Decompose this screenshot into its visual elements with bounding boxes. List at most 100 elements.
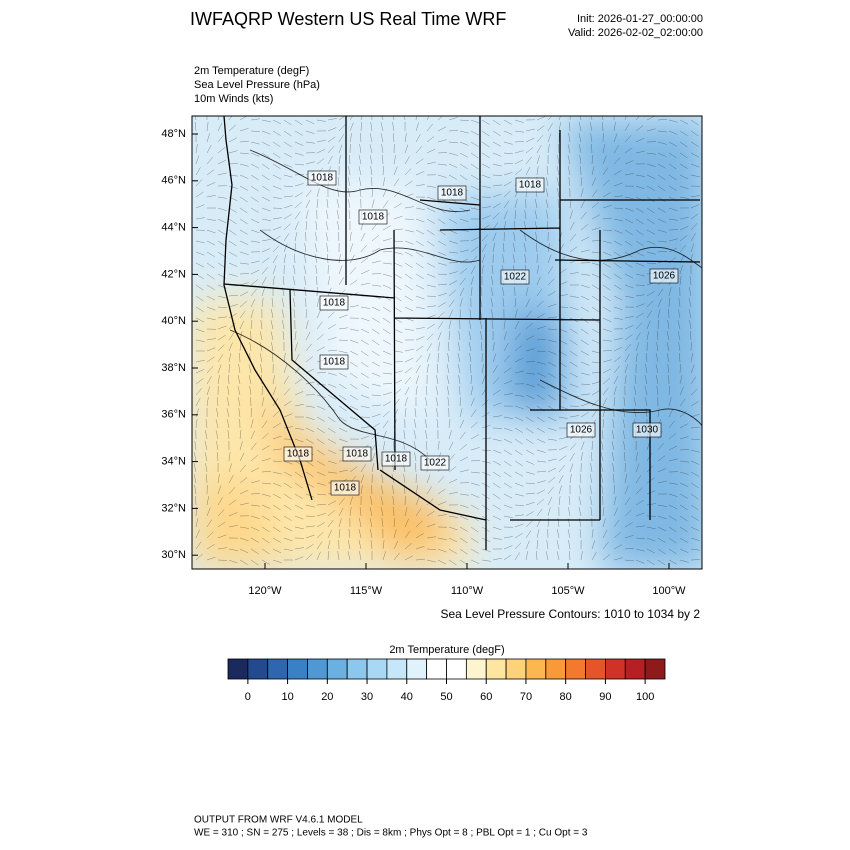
wind-barb <box>206 122 209 132</box>
wind-barb <box>624 284 634 289</box>
wind-barb <box>371 413 381 418</box>
wind-barb <box>602 167 609 176</box>
wind-barb <box>415 485 419 495</box>
wind-barb <box>490 287 494 297</box>
colorbar-tick-label: 20 <box>321 691 333 703</box>
wind-barb <box>304 287 307 297</box>
wind-barb <box>646 163 656 167</box>
wind-barb <box>349 372 358 379</box>
wind-barb <box>206 273 215 280</box>
wind-barb <box>272 255 278 264</box>
wind-barb <box>448 419 451 429</box>
wind-barb <box>195 155 200 165</box>
wind-barb <box>381 116 384 121</box>
wind-barb <box>305 119 315 125</box>
wind-barb <box>327 136 336 143</box>
wind-barb <box>337 551 340 561</box>
wind-barb <box>305 525 315 528</box>
wind-barb <box>228 262 238 267</box>
wind-barb <box>272 226 282 231</box>
wind-barb <box>404 507 408 517</box>
wind-barb <box>568 507 571 517</box>
wind-barb <box>250 260 260 264</box>
wind-barb <box>305 210 309 220</box>
wind-barb <box>239 185 248 191</box>
lon-label: 100°W <box>652 585 686 597</box>
wind-barb <box>272 276 275 286</box>
wind-barb <box>305 504 315 508</box>
wind-barb <box>635 559 645 564</box>
wind-barb <box>536 265 540 275</box>
wind-barb <box>228 559 238 564</box>
wind-barb <box>283 400 292 407</box>
wind-barb <box>261 185 270 191</box>
wind-barb <box>657 130 667 133</box>
wind-barb <box>327 287 332 297</box>
wind-barb <box>690 515 699 521</box>
lat-label: 38°N <box>161 362 186 374</box>
wind-barb <box>514 298 517 308</box>
wind-barb <box>217 344 225 352</box>
wind-barb <box>657 119 667 121</box>
wind-barb <box>646 490 656 495</box>
wind-barb <box>259 342 263 352</box>
wind-barb <box>679 460 689 463</box>
wind-barb <box>546 540 549 550</box>
contour-label: 1018 <box>441 188 464 199</box>
wind-barb <box>349 243 354 253</box>
wind-barb <box>250 548 259 555</box>
wind-barb <box>327 383 337 388</box>
wind-barb <box>613 356 622 363</box>
wind-barb <box>283 130 292 137</box>
wind-barb <box>459 207 469 213</box>
wind-barb <box>239 152 249 155</box>
wind-barb <box>514 482 524 487</box>
wind-barb <box>679 515 688 522</box>
wind-barb <box>470 409 477 418</box>
wind-barb <box>436 419 439 429</box>
wind-barb <box>492 130 501 137</box>
wind-barb <box>272 504 281 511</box>
wind-barb <box>381 474 384 484</box>
wind-barb <box>360 282 370 286</box>
wind-barb <box>327 156 333 165</box>
wind-barb <box>359 507 362 517</box>
wind-barb <box>679 265 683 275</box>
wind-barb <box>403 430 406 440</box>
wind-barb <box>690 460 700 465</box>
wind-barb <box>668 433 677 440</box>
wind-barb <box>580 249 590 253</box>
wind-barb <box>250 288 257 297</box>
wind-barb <box>217 547 227 550</box>
wind-barb <box>525 156 532 165</box>
wind-barb <box>613 195 623 198</box>
wind-barb <box>303 254 307 264</box>
wind-barb <box>679 386 684 396</box>
wind-barb <box>316 158 325 165</box>
wind-barb <box>426 218 435 224</box>
wind-barb <box>437 476 445 484</box>
wind-barb <box>480 331 483 341</box>
wind-barb <box>403 474 406 484</box>
wind-barb <box>569 339 578 346</box>
wind-barb <box>469 353 472 363</box>
wind-barb <box>338 277 344 286</box>
wind-barb <box>668 548 677 555</box>
wind-barb <box>690 401 699 407</box>
wind-barb <box>688 309 692 319</box>
wind-barb <box>646 548 656 554</box>
wind-barb <box>470 548 479 554</box>
wind-barb <box>195 262 205 268</box>
wind-barb <box>338 405 347 412</box>
wind-barb <box>349 279 358 286</box>
wind-barb <box>228 353 232 363</box>
wind-barb <box>635 262 645 267</box>
wind-barb <box>382 441 386 451</box>
wind-barb <box>216 441 219 451</box>
wind-barb <box>415 463 417 473</box>
wind-barb <box>227 386 230 396</box>
wind-barb <box>337 177 340 187</box>
wind-barb <box>492 537 502 540</box>
wind-barb <box>404 542 412 550</box>
